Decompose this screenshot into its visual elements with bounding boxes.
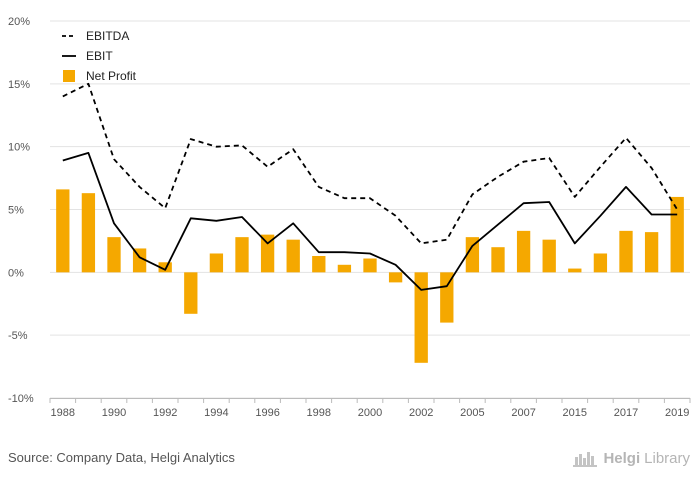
- x-tick-label: 2005: [460, 407, 484, 419]
- y-tick-label: 20%: [8, 16, 30, 28]
- legend: EBITDA EBIT Net Profit: [62, 29, 137, 83]
- net-profit-bar: [312, 255, 326, 273]
- y-tick-label: 10%: [8, 142, 30, 154]
- brand-suffix: Library: [644, 449, 690, 467]
- net-profit-bar: [107, 237, 121, 273]
- x-tick-label: 2015: [563, 407, 587, 419]
- legend-label: EBIT: [86, 49, 113, 63]
- net-profit-bar: [670, 196, 684, 273]
- y-tick-label: -5%: [8, 330, 28, 342]
- net-profit-bar: [619, 230, 633, 273]
- axes: 20% 15% 10% 5% 0% -5% -10% 1988 1990 1992 1994 1996…: [8, 16, 691, 419]
- net-profit-bar: [440, 272, 454, 323]
- x-tick-label: 1988: [51, 407, 75, 419]
- net-profit-bar: [388, 272, 403, 283]
- source-note: Source: Company Data, Helgi Analytics: [8, 450, 235, 465]
- y-tick-label: 0%: [8, 267, 24, 279]
- x-tick-label: 2017: [614, 407, 638, 419]
- net-profit-bars: [56, 189, 684, 363]
- net-profit-bar: [235, 237, 249, 273]
- x-tick-label: 1990: [102, 407, 126, 419]
- legend-label: Net Profit: [86, 69, 137, 83]
- net-profit-bar: [465, 237, 480, 273]
- net-profit-bar: [132, 248, 147, 273]
- x-tick-label: 2000: [358, 407, 382, 419]
- net-profit-bar: [568, 268, 582, 273]
- net-profit-bar: [81, 193, 96, 273]
- ebitda-line: [62, 82, 678, 245]
- net-profit-bar: [184, 272, 198, 314]
- net-profit-bar: [491, 247, 505, 273]
- net-profit-bar: [644, 232, 659, 273]
- net-profit-bar: [286, 239, 300, 273]
- line-series: [62, 82, 678, 291]
- y-tick-label: -10%: [8, 393, 34, 405]
- x-tick-label: 1994: [204, 407, 228, 419]
- net-profit-bar: [593, 253, 608, 273]
- x-tick-label: 1992: [153, 407, 177, 419]
- net-profit-bar: [516, 230, 531, 273]
- net-profit-bar: [56, 189, 70, 273]
- x-tick-label: 2007: [511, 407, 535, 419]
- orange-square-icon: [63, 70, 75, 82]
- ebit-line: [62, 151, 678, 291]
- y-tick-label: 5%: [8, 205, 24, 217]
- net-profit-bar: [542, 239, 556, 273]
- x-tick-label: 2002: [409, 407, 433, 419]
- x-tick-label: 2019: [665, 407, 689, 419]
- net-profit-bar: [414, 272, 428, 363]
- x-tick-label: 1996: [255, 407, 279, 419]
- net-profit-bar: [158, 262, 172, 273]
- grid-lines: [50, 20, 690, 399]
- legend-label: EBITDA: [86, 29, 129, 43]
- brand-logo: Helgi Library: [573, 449, 690, 467]
- brand-prefix: Helgi: [603, 449, 641, 467]
- x-tick-label: 1998: [307, 407, 331, 419]
- y-tick-label: 15%: [8, 79, 30, 91]
- net-profit-bar: [363, 258, 377, 273]
- net-profit-bar: [260, 234, 275, 273]
- net-profit-bar: [209, 253, 224, 273]
- net-profit-bar: [337, 264, 352, 273]
- helgi-library-logo-icon: [573, 452, 598, 467]
